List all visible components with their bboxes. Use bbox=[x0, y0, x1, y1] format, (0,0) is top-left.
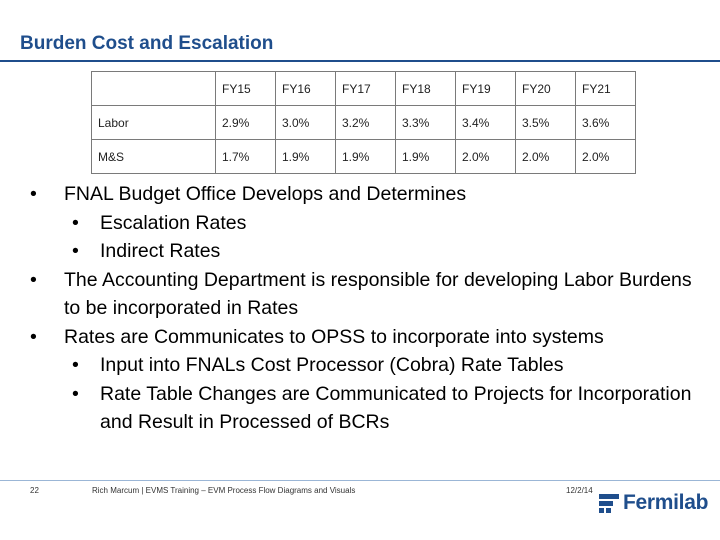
bullet-text: Input into FNALs Cost Processor (Cobra) … bbox=[100, 354, 564, 376]
row-label-ms: M&S bbox=[91, 139, 216, 174]
bullet-icon: • bbox=[72, 211, 79, 234]
table-cell: 3.2% bbox=[335, 105, 396, 140]
table-cell: 2.0% bbox=[515, 139, 576, 174]
presenter-credit: Rich Marcum | EVMS Training – EVM Proces… bbox=[92, 486, 356, 495]
bullet-icon: • bbox=[30, 268, 37, 291]
table-header-cell: FY16 bbox=[275, 71, 336, 106]
bullet-text: Escalation Rates bbox=[100, 211, 247, 234]
table-header-cell: FY19 bbox=[455, 71, 516, 106]
bullet-text: FNAL Budget Office Develops and Determin… bbox=[64, 183, 467, 205]
table-cell: 3.0% bbox=[275, 105, 336, 140]
table-cell: 2.0% bbox=[575, 139, 636, 174]
bullet-text: Indirect Rates bbox=[100, 240, 221, 262]
escalation-rates-table: FY15 FY16 FY17 FY18 FY19 FY20 FY21 Labor… bbox=[91, 71, 636, 174]
bullet-icon: • bbox=[72, 240, 79, 262]
table-cell: 1.9% bbox=[395, 139, 456, 174]
bullet-text: The Accounting Department is responsible… bbox=[64, 268, 692, 320]
table-header-cell: FY18 bbox=[395, 71, 456, 106]
bullet-text: Rate Table Changes are Communicated to P… bbox=[100, 382, 692, 434]
bullet-list: • FNAL Budget Office Develops and Determ… bbox=[30, 180, 700, 437]
bullet-item: • FNAL Budget Office Develops and Determ… bbox=[30, 180, 700, 209]
table-header-cell: FY21 bbox=[575, 71, 636, 106]
bullet-icon: • bbox=[72, 382, 79, 405]
sub-bullet-item: • Escalation Rates bbox=[30, 209, 700, 238]
bullet-item: • The Accounting Department is responsib… bbox=[30, 266, 700, 323]
table-header-cell: FY15 bbox=[215, 71, 276, 106]
table-cell: 3.6% bbox=[575, 105, 636, 140]
fermilab-logo: Fermilab bbox=[598, 491, 708, 515]
page-number: 22 bbox=[30, 486, 39, 495]
table-header-cell: FY17 bbox=[335, 71, 396, 106]
table-cell: 2.9% bbox=[215, 105, 276, 140]
sub-bullet-item: • Input into FNALs Cost Processor (Cobra… bbox=[30, 351, 700, 380]
table-cell: 1.9% bbox=[275, 139, 336, 174]
row-label-labor: Labor bbox=[91, 105, 216, 140]
bullet-icon: • bbox=[72, 354, 79, 376]
table-header-row: FY15 FY16 FY17 FY18 FY19 FY20 FY21 bbox=[91, 71, 636, 106]
title-divider bbox=[0, 60, 720, 62]
fermilab-logo-icon bbox=[599, 494, 619, 513]
slide-title: Burden Cost and Escalation bbox=[20, 33, 274, 54]
bullet-item: • Rates are Communicates to OPSS to inco… bbox=[30, 323, 700, 352]
table-cell: 3.4% bbox=[455, 105, 516, 140]
table-row: Labor 2.9% 3.0% 3.2% 3.3% 3.4% 3.5% 3.6% bbox=[91, 105, 636, 140]
table-cell: 2.0% bbox=[455, 139, 516, 174]
bullet-text: Rates are Communicates to OPSS to incorp… bbox=[64, 325, 604, 348]
table-cell: 1.7% bbox=[215, 139, 276, 174]
sub-bullet-item: • Indirect Rates bbox=[30, 237, 700, 266]
table-cell: 1.9% bbox=[335, 139, 396, 174]
table-cell: 3.5% bbox=[515, 105, 576, 140]
footer-divider bbox=[0, 480, 720, 481]
slide-date: 12/2/14 bbox=[566, 486, 593, 495]
table-header-cell: FY20 bbox=[515, 71, 576, 106]
table-header-cell bbox=[91, 71, 216, 106]
logo-text: Fermilab bbox=[623, 491, 709, 514]
table-row: M&S 1.7% 1.9% 1.9% 1.9% 2.0% 2.0% 2.0% bbox=[91, 139, 636, 174]
table-cell: 3.3% bbox=[395, 105, 456, 140]
bullet-icon: • bbox=[30, 325, 37, 348]
sub-bullet-item: • Rate Table Changes are Communicated to… bbox=[30, 380, 700, 437]
bullet-icon: • bbox=[30, 183, 37, 205]
